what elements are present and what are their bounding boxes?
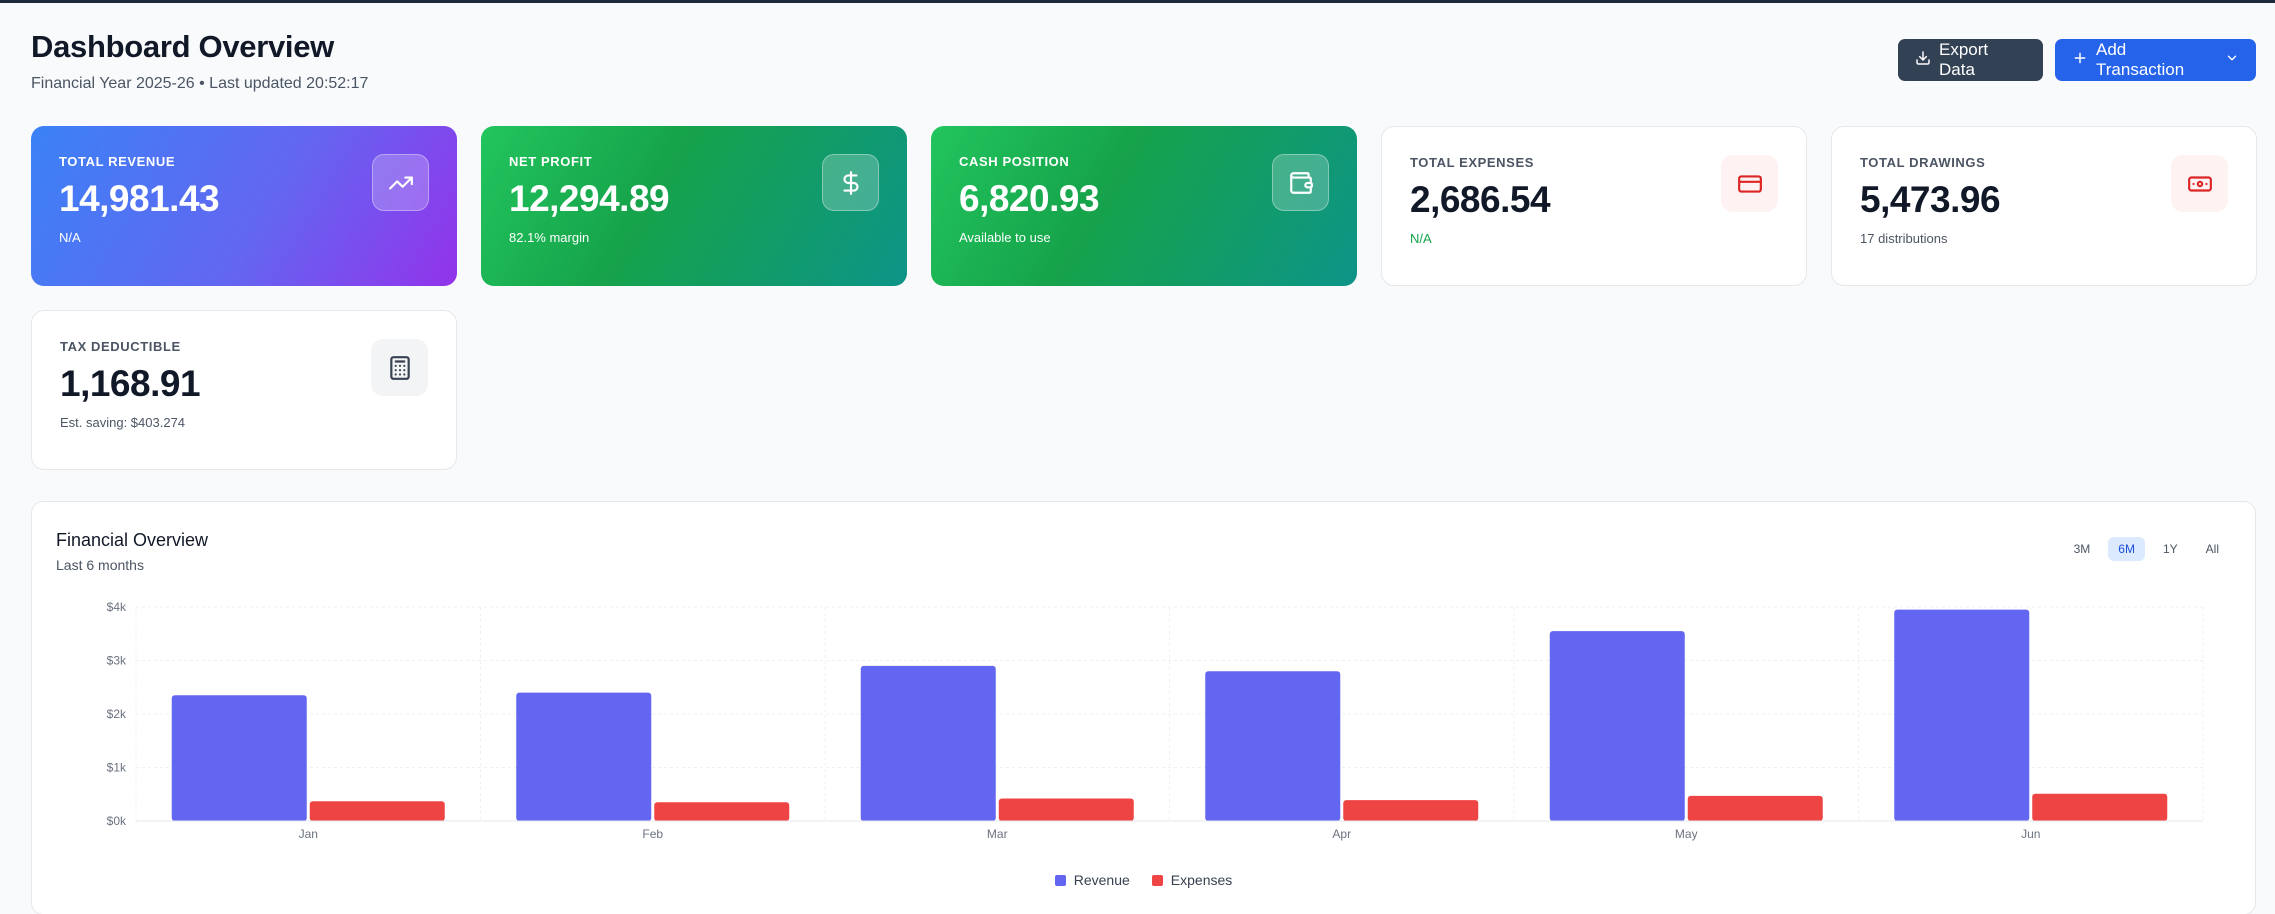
y-tick-label: $0k [107, 814, 127, 828]
bar-expenses-mar [998, 798, 1134, 821]
x-tick-label: Jun [2021, 827, 2040, 841]
bar-expenses-apr [1343, 800, 1479, 821]
card-note: N/A [59, 230, 81, 245]
card-value: 5,473.96 [1860, 179, 2001, 220]
chart-subtitle: Last 6 months [56, 557, 144, 573]
total-expenses-card[interactable]: TOTAL EXPENSES 2,686.54 N/A [1381, 126, 1807, 286]
export-data-label: Export Data [1939, 40, 1989, 79]
banknote-icon [2171, 155, 2228, 212]
card-value: 6,820.93 [959, 178, 1100, 219]
card-label: TOTAL DRAWINGS [1860, 155, 1986, 170]
legend-label-expenses: Expenses [1170, 872, 1233, 888]
credit-card-icon [1721, 155, 1778, 212]
x-tick-label: Jan [299, 827, 318, 841]
card-label: TAX DEDUCTIBLE [60, 339, 181, 354]
download-icon [1915, 50, 1931, 71]
card-label: CASH POSITION [959, 154, 1070, 169]
calculator-icon [371, 339, 428, 396]
card-value: 1,168.91 [60, 363, 201, 404]
x-tick-label: Mar [987, 827, 1008, 841]
dollar-icon [822, 154, 879, 211]
add-transaction-label: Add Transaction [2096, 40, 2185, 79]
card-note: 82.1% margin [509, 230, 590, 245]
card-note: 17 distributions [1860, 231, 1948, 246]
chevron-down-icon [2225, 50, 2239, 70]
export-data-button[interactable]: Export Data [1898, 39, 2043, 81]
page-header: Dashboard Overview Financial Year 2025-2… [31, 29, 368, 93]
range-tab-6m[interactable]: 6M [2108, 537, 2145, 561]
bar-expenses-jan [309, 801, 445, 821]
legend-swatch-expenses [1151, 874, 1163, 886]
page-title: Dashboard Overview [31, 29, 334, 64]
card-note: N/A [1410, 231, 1432, 246]
bar-expenses-jun [2032, 793, 2168, 821]
chart-legend: Revenue Expenses [32, 872, 2255, 888]
bar-expenses-may [1687, 795, 1823, 821]
add-transaction-button[interactable]: Add Transaction [2055, 39, 2256, 81]
trending-up-icon [372, 154, 429, 211]
bar-revenue-may [1549, 631, 1685, 821]
range-tab-3m[interactable]: 3M [2073, 542, 2091, 556]
x-tick-label: May [1675, 827, 1698, 841]
cash-position-card[interactable]: CASH POSITION 6,820.93 Available to use [931, 126, 1357, 286]
legend-item-revenue[interactable]: Revenue [1054, 872, 1130, 888]
y-tick-label: $1k [107, 761, 127, 775]
y-tick-label: $2k [107, 707, 127, 721]
bar-revenue-feb [516, 692, 652, 821]
card-value: 14,981.43 [59, 178, 220, 219]
x-tick-label: Apr [1332, 827, 1351, 841]
legend-label-revenue: Revenue [1073, 872, 1130, 888]
financial-overview-panel: $0k $1k $2k $3k $4k Jan Feb Mar Apr May Jun Financ… [31, 501, 2256, 914]
y-tick-label: $4k [107, 600, 127, 614]
card-value: 12,294.89 [509, 178, 670, 219]
range-tabs: 3M 6M 1Y All [2064, 537, 2229, 561]
total-revenue-card[interactable]: TOTAL REVENUE 14,981.43 N/A [31, 126, 457, 286]
card-label: TOTAL EXPENSES [1410, 155, 1534, 170]
range-tab-all[interactable]: All [2205, 542, 2219, 556]
net-profit-card[interactable]: NET PROFIT 12,294.89 82.1% margin [481, 126, 907, 286]
legend-item-expenses[interactable]: Expenses [1151, 872, 1233, 888]
total-drawings-card[interactable]: TOTAL DRAWINGS 5,473.96 17 distributions [1831, 126, 2257, 286]
plus-icon [2072, 50, 2088, 71]
x-tick-label: Feb [642, 827, 663, 841]
card-value: 2,686.54 [1410, 179, 1551, 220]
card-note: Available to use [959, 230, 1051, 245]
card-note: Est. saving: $403.274 [60, 415, 186, 430]
bar-revenue-jun [1894, 609, 2030, 821]
wallet-icon [1272, 154, 1329, 211]
chart-title: Financial Overview [56, 530, 209, 550]
y-tick-label: $3k [107, 654, 127, 668]
bar-revenue-mar [860, 665, 996, 821]
bar-revenue-jan [171, 695, 307, 821]
page-subtitle: Financial Year 2025-26 • Last updated 20… [31, 75, 369, 92]
card-label: NET PROFIT [509, 154, 593, 169]
bar-expenses-feb [654, 802, 790, 821]
legend-swatch-revenue [1054, 874, 1066, 886]
bar-revenue-apr [1205, 671, 1341, 821]
financial-overview-chart: $0k $1k $2k $3k $4k Jan Feb Mar Apr May Jun [107, 600, 2204, 841]
range-tab-1y[interactable]: 1Y [2162, 542, 2178, 556]
card-label: TOTAL REVENUE [59, 154, 176, 169]
tax-deductible-card[interactable]: TAX DEDUCTIBLE 1,168.91 Est. saving: $40… [31, 310, 457, 470]
